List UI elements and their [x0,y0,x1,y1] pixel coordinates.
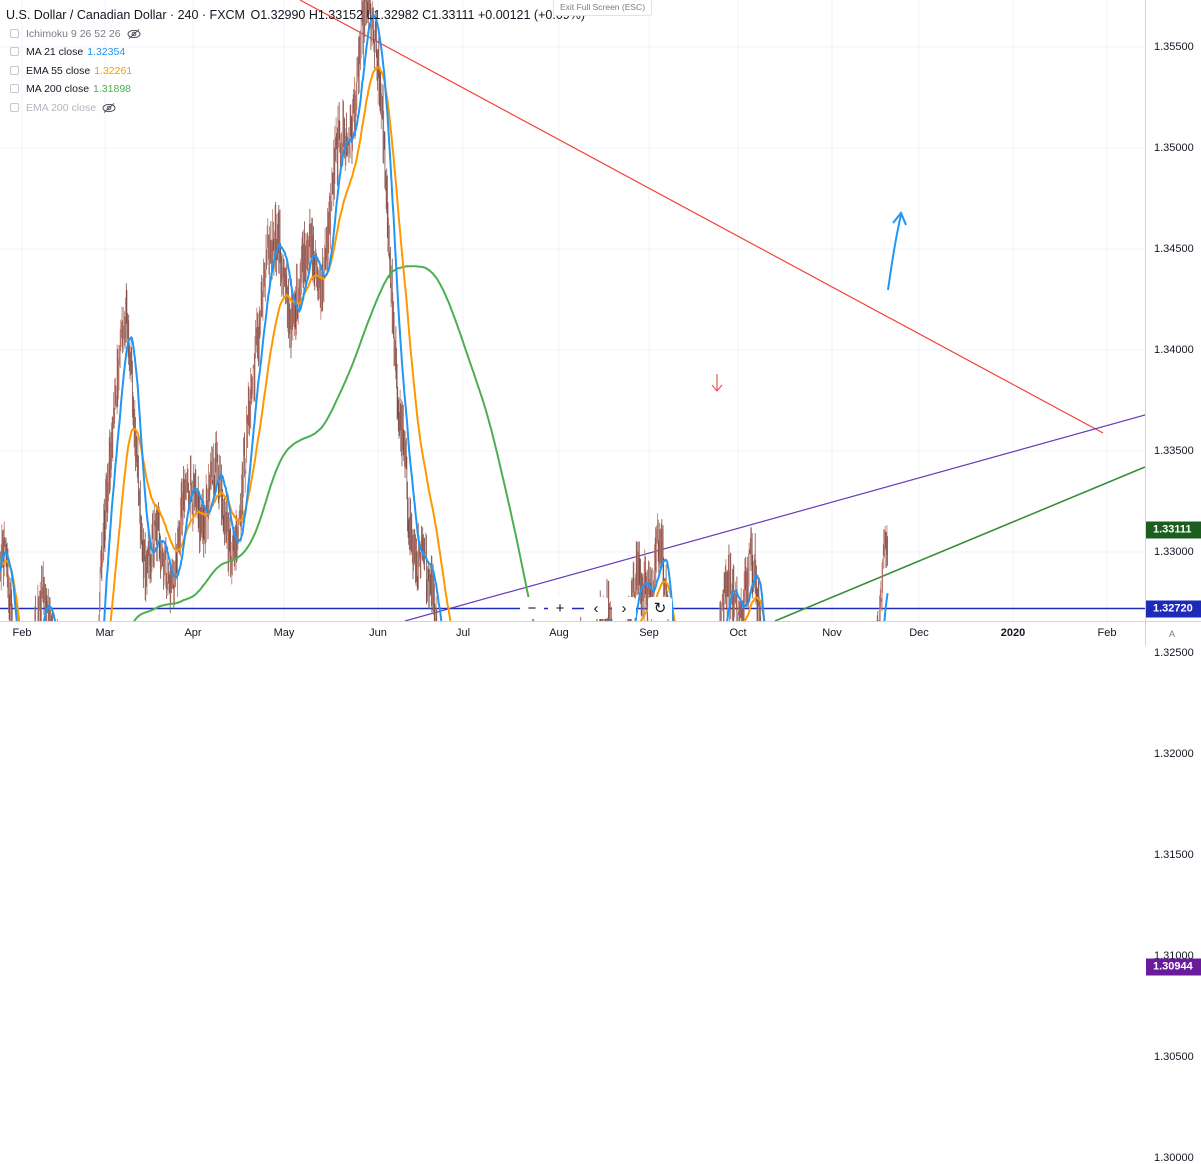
price-axis-label: 1.33111 [1146,521,1201,539]
price-scale[interactable]: 1.35500 1.35000 1.34500 1.34000 1.33500 1.330… [1145,0,1201,1164]
symbol-title[interactable]: U.S. Dollar / Canadian Dollar · 240 · FX… [6,8,245,22]
price-tick-label: 1.33500 [1154,445,1194,457]
ema-55-line [0,66,766,621]
chart-navigation-bar: − + ‹ › ↻ [520,597,672,619]
exit-fullscreen-button[interactable]: Exit Full Screen (ESC) [553,0,653,16]
hidden-eye-icon[interactable] [102,102,116,113]
zoom-out-button[interactable]: − [520,597,544,619]
time-tick-label: Oct [729,627,747,639]
down-arrow-icon [711,374,723,392]
price-chart-plot[interactable] [0,0,1145,621]
price-tick-label: 1.32500 [1154,647,1194,659]
scroll-right-button[interactable]: › [612,597,636,619]
price-tick-label: 1.30500 [1154,1051,1194,1063]
price-axis-label: 1.32720 [1146,600,1201,618]
indicator-label: MA 21 close [26,46,84,58]
indicator-list: Ichimoku 9 26 52 26 MA 21 close 1.32354 EMA… [6,25,585,118]
time-scale[interactable]: Feb Mar Apr May Jun Jul Aug Sep Oct Nov Dec 2020 Feb [0,621,1145,647]
ma-200-line [0,265,535,621]
indicator-toggle-icon[interactable] [10,102,19,112]
indicator-label: Ichimoku 9 26 52 26 [26,27,121,40]
ma-21-line [0,13,889,621]
price-tick-label: 1.32000 [1154,748,1194,760]
indicator-row[interactable]: MA 200 close 1.31898 [6,80,585,99]
indicator-label: MA 200 close [26,83,90,95]
price-tick-label: 1.33000 [1154,546,1194,558]
trend-lines[interactable] [299,0,1145,621]
indicator-toggle-icon[interactable] [10,84,19,93]
indicator-row[interactable]: EMA 55 close 1.32261 [6,62,585,81]
price-tick-label: 1.30000 [1154,1152,1194,1164]
indicator-value: 1.31898 [93,83,132,95]
price-tick-label: 1.31500 [1154,849,1194,861]
price-tick-label: 1.34000 [1154,344,1194,356]
time-tick-label: Feb [1097,627,1117,639]
ascending-trendline-purple [404,414,1145,621]
zoom-in-button[interactable]: + [548,597,572,619]
time-tick-label: Dec [909,627,929,639]
price-axis-label: 1.30944 [1146,958,1201,976]
indicator-row[interactable]: Ichimoku 9 26 52 26 [6,25,585,44]
indicator-value: 1.32261 [94,64,133,77]
indicator-label: EMA 55 close [26,64,91,77]
auto-scale-button[interactable]: A [1168,629,1175,639]
chart-legend: U.S. Dollar / Canadian Dollar · 240 · FX… [6,6,585,117]
indicator-toggle-icon[interactable] [10,47,19,56]
scroll-left-button[interactable]: ‹ [584,597,608,619]
legend-title-row: U.S. Dollar / Canadian Dollar · 240 · FX… [6,6,585,25]
ohlc-readout: O1.32990 H1.33152 L1.32982 C1.33111 +0.0… [250,8,585,22]
reset-chart-button[interactable]: ↻ [648,597,672,619]
indicator-row[interactable]: MA 21 close 1.32354 [6,43,585,62]
moving-average-series [0,13,889,621]
descending-trendline [299,0,1104,434]
price-tick-label: 1.35500 [1154,41,1194,53]
drawing-annotations[interactable] [711,211,907,392]
horizontal-levels [0,607,1145,610]
time-tick-label: Nov [822,627,842,639]
price-tick-label: 1.35000 [1154,142,1194,154]
price-tick-label: 1.34500 [1154,243,1194,255]
scale-corner[interactable]: A [1145,621,1201,646]
time-tick-label: Aug [549,627,569,639]
projection-arrow-head-icon [892,211,907,226]
ascending-trendline-green [774,466,1145,621]
indicator-value: 1.32354 [87,46,126,58]
time-tick-label: Jul [455,627,471,639]
indicator-label: EMA 200 close [26,101,97,114]
time-tick-label: May [273,627,295,639]
time-tick-label: Jun [369,627,387,639]
indicator-toggle-icon[interactable] [10,28,19,38]
time-tick-label: Feb [12,627,32,639]
time-tick-label: Apr [184,627,202,639]
time-tick-label: Mar [95,627,115,639]
time-tick-label: 2020 [1000,627,1026,639]
indicator-toggle-icon[interactable] [10,65,19,75]
hidden-eye-icon[interactable] [127,28,141,39]
time-tick-label: Sep [639,627,659,639]
indicator-row[interactable]: EMA 200 close [6,99,585,118]
projection-arrow-line [887,214,902,291]
